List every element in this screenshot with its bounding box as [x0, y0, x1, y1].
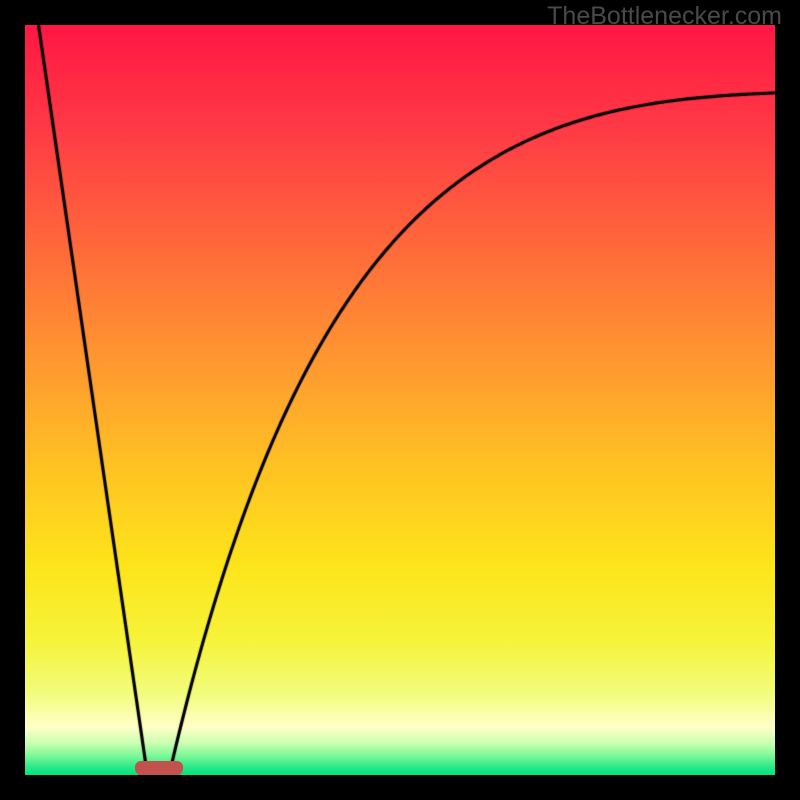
sweet-spot-marker — [135, 761, 183, 775]
watermark-label: TheBottlenecker.com — [547, 2, 782, 31]
bottleneck-curve — [0, 0, 800, 800]
chart-root: TheBottlenecker.com — [0, 0, 800, 800]
